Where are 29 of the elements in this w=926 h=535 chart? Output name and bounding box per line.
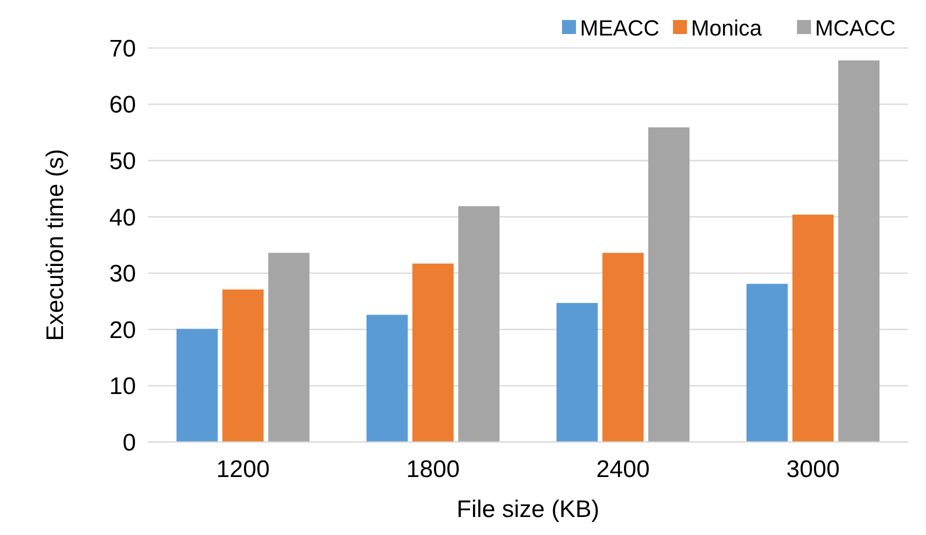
legend-label: MEACC <box>580 16 660 41</box>
y-tick-label: 30 <box>109 260 136 288</box>
x-tick-label: 1800 <box>406 456 460 483</box>
bar <box>176 328 218 442</box>
x-tick-label: 3000 <box>786 456 840 483</box>
bar <box>222 289 264 442</box>
bar <box>458 206 500 442</box>
bar <box>746 284 788 442</box>
y-axis-title: Execution time (s) <box>42 148 69 342</box>
bar <box>366 314 408 442</box>
y-tick-label: 70 <box>109 35 136 62</box>
bar <box>602 252 644 442</box>
x-tick-label: 1200 <box>216 456 270 483</box>
legend-label: MCACC <box>815 16 896 41</box>
y-tick-label: 0 <box>122 429 136 456</box>
y-tick-label: 20 <box>109 316 136 344</box>
legend-label: Monica <box>691 16 763 41</box>
x-axis-title: File size (KB) <box>456 496 600 523</box>
bar <box>838 60 880 442</box>
y-tick-label: 40 <box>109 204 136 232</box>
bar <box>268 252 310 442</box>
y-tick-label: 10 <box>109 373 136 400</box>
x-tick-label: 2400 <box>596 456 650 483</box>
bar <box>648 127 690 442</box>
y-tick-label: 50 <box>109 148 136 175</box>
bar <box>556 302 598 442</box>
bar <box>412 264 454 442</box>
y-tick-label: 60 <box>109 92 136 119</box>
bar <box>792 214 834 442</box>
